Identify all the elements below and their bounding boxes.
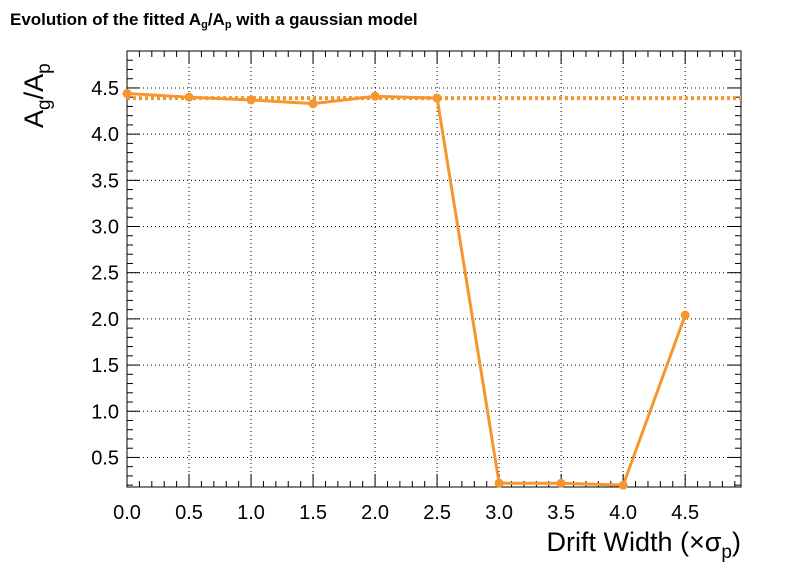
y-tick-label: 2.0: [91, 309, 119, 331]
y-tick-label: 3.5: [91, 170, 119, 192]
x-tick-label: 3.5: [547, 502, 575, 524]
data-point: [556, 478, 566, 488]
grid: [126, 51, 741, 487]
y-axis-label: Ag/Ap: [19, 63, 55, 128]
y-tick-label: 1.0: [91, 401, 119, 423]
data-point: [494, 478, 504, 488]
x-tick-label: 2.0: [361, 502, 389, 524]
x-tick-label: 2.5: [423, 502, 451, 524]
x-tick-label: 3.0: [485, 502, 513, 524]
x-tick-labels: 0.0 0.5 1.0 1.5 2.0 2.5 3.0 3.5 4.0 4.5: [113, 502, 699, 524]
y-tick-label: 3.0: [91, 217, 119, 239]
data-point: [308, 99, 318, 109]
x-tick-label: 4.0: [609, 502, 637, 524]
series-line: [126, 91, 687, 487]
data-point: [184, 92, 194, 102]
plot-frame: [126, 50, 742, 488]
y-tick-label: 0.5: [91, 447, 119, 469]
data-point: [680, 310, 690, 320]
series-layer: [122, 88, 690, 490]
data-point: [246, 95, 256, 105]
data-point: [618, 480, 628, 490]
data-point: [370, 91, 380, 101]
tick-marks: [126, 50, 741, 487]
y-tick-label: 4.5: [91, 78, 119, 100]
y-tick-label: 4.0: [91, 124, 119, 146]
data-point: [122, 88, 132, 98]
x-tick-label: 0.5: [175, 502, 203, 524]
x-tick-label: 4.5: [671, 502, 699, 524]
y-tick-label: 1.5: [91, 355, 119, 377]
x-tick-label: 1.5: [299, 502, 327, 524]
chart-title: Evolution of the fitted Ag/Ap with a gau…: [10, 10, 418, 31]
y-tick-labels: 0.5 1.0 1.5 2.0 2.5 3.0 3.5 4.0 4.5: [91, 78, 119, 469]
x-tick-label: 1.0: [237, 502, 265, 524]
y-tick-label: 2.5: [91, 263, 119, 285]
x-tick-label: 0.0: [113, 502, 141, 524]
x-axis-label: Drift Width (×σp): [546, 527, 741, 563]
data-point: [432, 93, 442, 103]
